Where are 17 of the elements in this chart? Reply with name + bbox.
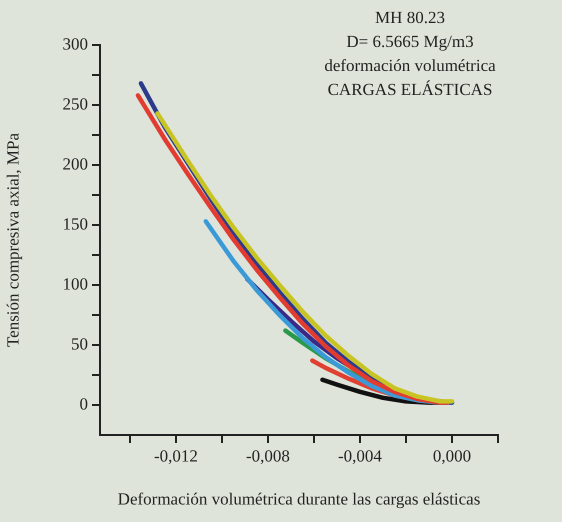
annotation: CARGAS ELÁSTICAS (326, 79, 494, 101)
x-tick-label: 0,000 (432, 446, 472, 466)
y-axis-title: Tensión compresiva axial, MPa (4, 132, 23, 348)
y-tick-label: 100 (62, 274, 88, 294)
x-tick-label: -0,004 (338, 446, 382, 466)
y-tick-label: 300 (62, 34, 88, 54)
y-tick-label: 250 (62, 94, 88, 114)
y-tick-label: 50 (71, 334, 88, 354)
x-axis-title: Deformación volumétrica durante las cargas elásticas (118, 489, 480, 508)
y-tick-label: 200 (62, 154, 88, 174)
y-tick-label: 150 (62, 214, 88, 234)
y-tick-label: 0 (80, 394, 88, 414)
chart-subtitle: D= 6.5665 Mg/m3 (345, 31, 475, 53)
x-tick-label: -0,012 (154, 446, 198, 466)
x-tick-label: -0,008 (246, 446, 290, 466)
annotation: deformación volumétrica (323, 55, 497, 77)
chart-title: MH 80.23 (374, 7, 446, 29)
